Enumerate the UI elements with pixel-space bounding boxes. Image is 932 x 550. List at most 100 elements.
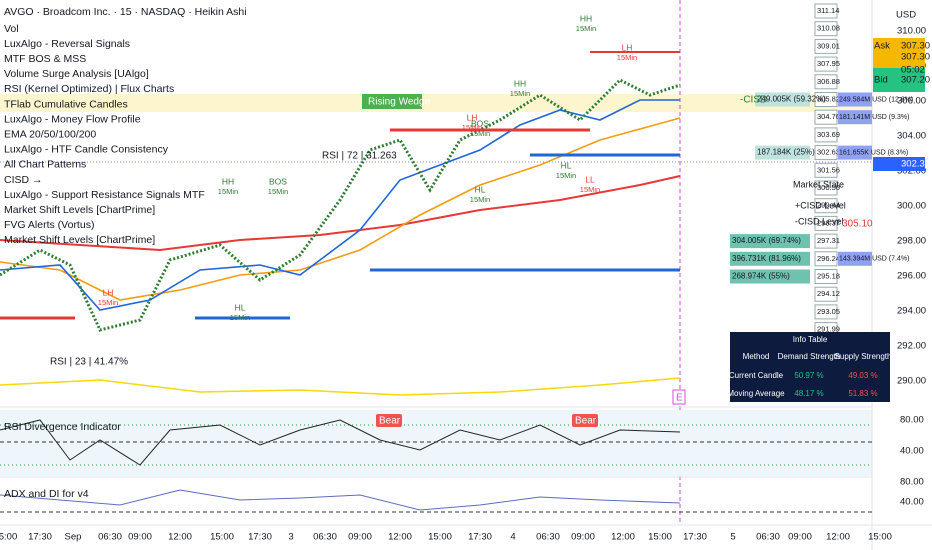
time-label: 09:00 [348,532,372,543]
highlight-band [0,94,872,112]
time-label: 12:00 [388,532,412,543]
time-label: 15:00 [868,532,892,543]
indicator-name: CISD → [4,174,43,186]
indicator-name: LuxAlgo - Money Flow Profile [4,113,141,125]
price-label: 302.00 [897,166,926,177]
price-label: 296.00 [897,271,926,282]
money-flow-bar [838,251,872,266]
structure-label: HH [514,78,526,88]
structure-sub: 15Min [230,313,250,322]
rsi-line [0,419,681,466]
money-flow: 181.141M USD (9.3%) [839,114,909,121]
price-label: 294.00 [897,306,926,317]
profile-level: 306.88 [817,77,840,86]
plus-cisd-level: +CISD Level [795,200,846,210]
structure-label: BOS [269,176,287,186]
structure-sub: 15Min [617,53,637,62]
currency[interactable]: USD [896,10,916,21]
time-label: 3 [288,532,293,543]
time-label: 17:30 [468,532,492,543]
profile-cell [814,74,838,90]
time-label: 06:30 [313,532,337,543]
price-label: 290.00 [897,376,926,387]
ask-label: Ask [874,41,890,52]
indicator-name: MTF BOS & MSS [4,53,86,65]
indicator-name: Volume Surge Analysis [UAlgo] [4,68,149,80]
time-label: 17:30 [248,532,272,543]
ask2: 307.30 [901,52,930,63]
cisd: -CISD [740,95,767,106]
time-label: 5:00 [0,532,17,543]
indicator-name: LuxAlgo - Reversal Signals [4,38,130,50]
rsi-low: RSI | 23 | 41.47% [50,357,128,368]
profile-cell [814,21,838,37]
price-label: 306.00 [897,96,926,107]
pane-axis-label: 40.00 [900,497,924,508]
profile-bar [755,145,810,160]
profile-bar [730,269,810,284]
current-price-bg [873,157,925,171]
profile-cell [814,56,838,72]
structure-sub: 15Min [576,24,596,33]
price-label: 298.00 [897,236,926,247]
time-label: 15:00 [428,532,452,543]
pane-axis-label: 80.00 [900,477,924,488]
time-label: Sep [65,532,82,543]
volume-ma [0,377,681,396]
ema-50 [0,117,681,301]
time-label: 15:00 [210,532,234,543]
time-label: 06:30 [756,532,780,543]
structure-sub: 15Min [510,89,530,98]
indicator-name: Market Shift Levels [ChartPrime] [4,234,155,246]
structure-sub: 15Min [470,195,490,204]
time-label: 15:00 [648,532,672,543]
bear-bg [572,414,598,427]
ask-bg [873,38,925,68]
profile-level: 301.56 [817,165,840,174]
profile-level: 311.14 [817,6,839,15]
rsi-pane-bg [0,410,872,476]
profile-level: 296.24 [817,254,840,263]
time-label: 4 [510,532,515,543]
profile-cell [814,198,838,214]
structure-label: HL [561,160,572,170]
pane-title: RSI Divergence Indicator [4,421,121,433]
pattern: Rising Wedge [368,97,431,108]
structure-sub: 15Min [268,187,288,196]
indicator-name: EMA 20/50/100/200 [4,128,96,140]
profile-level: 305.82 [817,94,840,103]
info-table-header: Method [743,352,770,361]
profile-volume: 187.184K (25%) [757,148,815,157]
structure-label: BOS [471,118,489,128]
structure-sub: 15Min [556,171,576,180]
profile-volume: 396.731K (81.96%) [732,254,801,263]
time-label: 06:30 [536,532,560,543]
info-table-cell: 49.03 % [848,371,877,380]
indicator-name: LuxAlgo - Support Resistance Signals MTF [4,189,205,201]
profile-level: 293.05 [817,307,840,316]
info-table-bg [730,332,890,402]
profile-level: 307.95 [817,59,840,68]
bid-label: Bid [874,75,888,86]
structure-label: LL [585,174,595,184]
info-table-header: Supply Strength [835,352,892,361]
profile-level: 303.69 [817,130,840,139]
profile-bar [755,92,810,107]
profile-bar [730,251,810,266]
profile-level: 297.31 [817,236,840,245]
pane-title: ADX and DI for v4 [4,488,89,500]
marker: E [676,393,683,404]
time-label: 09:00 [128,532,152,543]
ema-20 [0,99,680,311]
money-flow-bar [838,110,872,125]
ask: 307.30 [901,41,930,52]
pane-axis-label: 80.00 [900,415,924,426]
indicator-name: Market Shift Levels [ChartPrime] [4,204,155,216]
structure-label: HL [475,184,486,194]
profile-cell [814,251,838,267]
profile-volume: 304.005K (69.74%) [732,236,801,245]
money-flow: 249.584M USD (12.8%) [839,96,913,103]
profile-cell [814,145,838,161]
info-table-cell: Moving Average [727,389,785,398]
profile-cell [814,233,838,249]
